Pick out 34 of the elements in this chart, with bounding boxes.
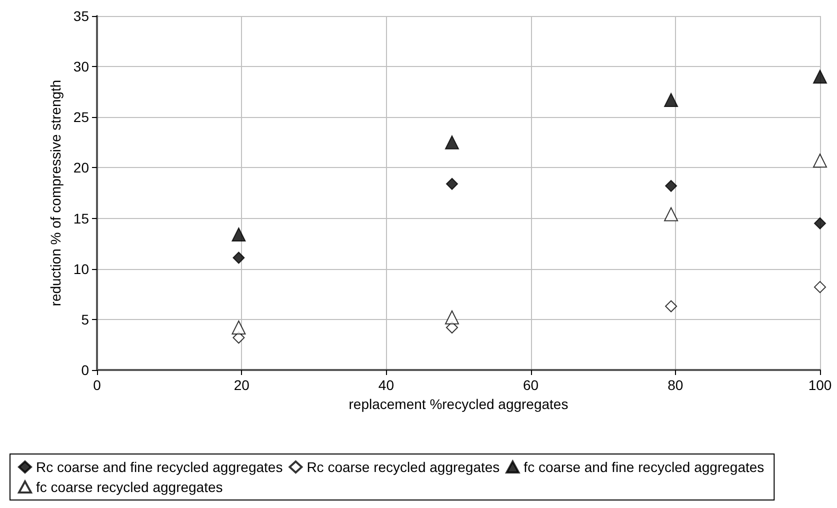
point [232, 227, 246, 242]
y-tick-label: 0 [81, 362, 90, 378]
y-axis-title: reduction % of compressive strength [48, 80, 64, 306]
point [232, 252, 245, 264]
legend-label: fc coarse and fine recycled aggregates [524, 459, 764, 475]
point [232, 320, 246, 335]
y-tick-label: 10 [73, 260, 90, 277]
point [664, 92, 678, 107]
point [664, 207, 678, 222]
x-axis-title: replacement %recycled aggregates [348, 396, 568, 412]
legend-label: fc coarse recycled aggregates [36, 479, 223, 495]
point [446, 178, 458, 190]
x-tick-label: 60 [523, 377, 539, 393]
point [813, 154, 827, 168]
point [665, 180, 678, 192]
y-tick-label: 30 [73, 58, 90, 75]
point [813, 70, 827, 84]
point [444, 135, 459, 150]
point [444, 310, 459, 324]
y-tick-label: 25 [73, 109, 90, 126]
point [814, 217, 826, 230]
x-tick-label: 0 [93, 377, 102, 393]
x-tick-label: 20 [234, 377, 250, 393]
x-tick-label: 80 [668, 377, 684, 393]
legend-label: Rc coarse and fine recycled aggregates [36, 459, 283, 475]
x-tick-label: 100 [808, 377, 832, 393]
y-tick-label: 15 [73, 210, 90, 226]
legend-label: Rc coarse recycled aggregates [306, 459, 500, 475]
x-tick-label: 40 [378, 377, 394, 393]
y-tick-label: 20 [73, 160, 90, 176]
y-tick-label: 35 [73, 8, 90, 24]
y-tick-label: 5 [81, 311, 90, 328]
point [665, 300, 678, 312]
point [814, 281, 826, 294]
